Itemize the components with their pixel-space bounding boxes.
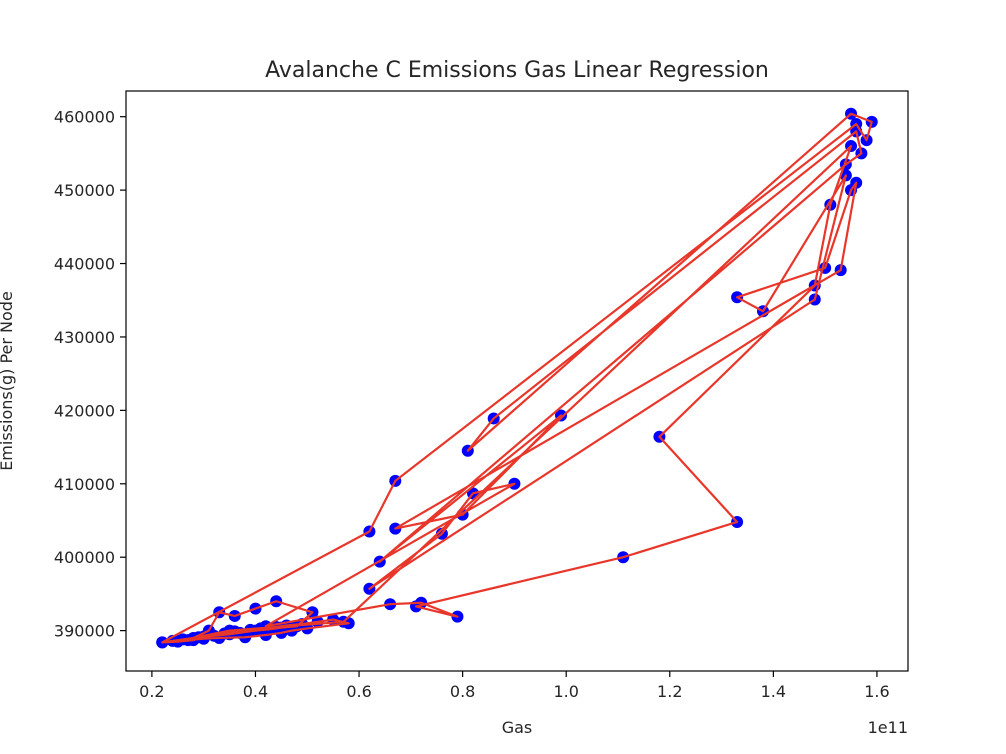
x-tick-label: 1.6 — [864, 682, 889, 701]
x-tick-label: 1.2 — [657, 682, 682, 701]
x-tick-label: 0.8 — [450, 682, 475, 701]
y-tick-label: 450000 — [54, 181, 115, 200]
series-line — [161, 112, 873, 644]
x-axis-offset-text: 1e11 — [868, 718, 908, 737]
plot-area — [125, 90, 909, 672]
x-tick-label: 1.4 — [761, 682, 786, 701]
x-tick-label: 1.0 — [553, 682, 578, 701]
y-tick-label: 430000 — [54, 328, 115, 347]
y-tick-label: 420000 — [54, 401, 115, 420]
x-axis: 0.2 0.4 0.6 0.8 1.0 1.2 1.4 1.6 — [139, 671, 890, 701]
y-tick-label: 440000 — [54, 255, 115, 274]
x-tick-label: 0.2 — [139, 682, 164, 701]
x-tick-label: 0.4 — [243, 682, 268, 701]
plot-border — [125, 90, 909, 672]
y-tick-label: 460000 — [54, 108, 115, 127]
series-path — [161, 112, 873, 644]
chart-title: Avalanche C Emissions Gas Linear Regress… — [265, 58, 769, 83]
x-axis-label: Gas — [502, 718, 533, 737]
y-tick-label: 400000 — [54, 548, 115, 567]
y-axis-label: Emissions(g) Per Node — [0, 291, 16, 471]
x-tick-label: 0.6 — [346, 682, 371, 701]
y-axis: 390000 400000 410000 420000 430000 440000 4500… — [54, 108, 126, 641]
plot-frame — [126, 91, 908, 671]
y-tick-label: 390000 — [54, 622, 115, 641]
y-tick-label: 410000 — [54, 475, 115, 494]
